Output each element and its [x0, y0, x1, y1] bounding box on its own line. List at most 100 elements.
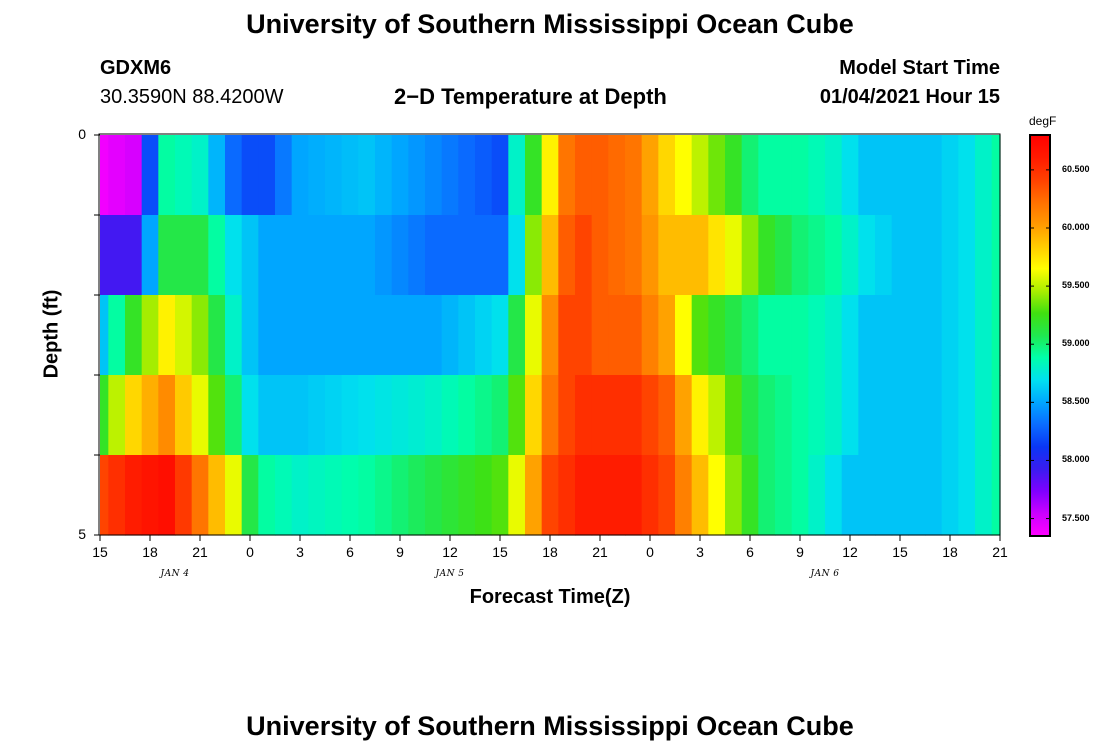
heatmap-cell — [308, 215, 326, 296]
heatmap-cell — [991, 455, 1001, 536]
heatmap-cell — [975, 455, 993, 536]
heatmap-cell — [558, 375, 576, 456]
heatmap-cell — [100, 295, 109, 376]
heatmap-cell — [241, 375, 259, 456]
heatmap-cell — [625, 375, 643, 456]
heatmap-cell — [491, 295, 509, 376]
heatmap-cell — [241, 215, 259, 296]
heatmap-cell — [591, 295, 609, 376]
heatmap-cell — [891, 215, 909, 296]
heatmap-cell — [358, 455, 376, 536]
heatmap-cell — [241, 295, 259, 376]
heatmap-cell — [408, 455, 426, 536]
heatmap-cell — [408, 135, 426, 216]
heatmap-cell — [708, 215, 726, 296]
heatmap-cell — [941, 215, 959, 296]
heatmap-cell — [100, 455, 109, 536]
heatmap-cell — [958, 135, 976, 216]
heatmap-cell — [875, 135, 893, 216]
heatmap-cell — [725, 295, 743, 376]
colorbar — [1029, 134, 1051, 537]
colorbar-tick-label: 59.000 — [1062, 338, 1090, 349]
heatmap-cell — [991, 375, 1001, 456]
heatmap-cell — [658, 295, 676, 376]
heatmap-cell — [908, 135, 926, 216]
heatmap-cell — [208, 295, 226, 376]
heatmap-cell — [625, 455, 643, 536]
heatmap-cell — [391, 295, 409, 376]
heatmap-cell — [308, 295, 326, 376]
heatmap-cell — [891, 135, 909, 216]
heatmap-cell — [375, 135, 393, 216]
heatmap-cell — [208, 455, 226, 536]
heatmap-cell — [475, 215, 493, 296]
heatmap-cell — [875, 375, 893, 456]
heatmap-cell — [258, 455, 276, 536]
heatmap-cell — [775, 455, 793, 536]
heatmap-cell — [291, 215, 309, 296]
heatmap-cell — [125, 215, 143, 296]
heatmap-cell — [325, 375, 343, 456]
heatmap-cell — [691, 215, 709, 296]
heatmap-cell — [775, 295, 793, 376]
heatmap-cell — [275, 455, 293, 536]
heatmap-cell — [658, 375, 676, 456]
heatmap-cell — [825, 455, 843, 536]
heatmap-cell — [625, 135, 643, 216]
heatmap-cell — [991, 135, 1001, 216]
heatmap-cell — [858, 135, 876, 216]
heatmap-cell — [475, 295, 493, 376]
heatmap-cell — [508, 375, 526, 456]
heatmap-cell — [875, 295, 893, 376]
heatmap-cell — [258, 215, 276, 296]
heatmap-cell — [425, 295, 443, 376]
heatmap-cell — [908, 295, 926, 376]
heatmap-cell — [625, 215, 643, 296]
heatmap-cell — [741, 215, 759, 296]
heatmap-cell — [341, 135, 359, 216]
x-tick-label: 12 — [442, 544, 458, 560]
heatmap-cell — [925, 215, 943, 296]
heatmap-cell — [791, 375, 809, 456]
heatmap-cell — [941, 135, 959, 216]
chart-title: 2−D Temperature at Depth — [394, 84, 667, 109]
heatmap-cell — [125, 375, 143, 456]
x-tick-label: 3 — [296, 544, 304, 560]
heatmap-cell — [841, 135, 859, 216]
station-coords: 30.3590N 88.4200W — [100, 86, 284, 108]
heatmap-cell — [458, 135, 476, 216]
heatmap-cell — [708, 375, 726, 456]
heatmap-cell — [841, 375, 859, 456]
heatmap-cell — [841, 215, 859, 296]
heatmap-cell — [691, 455, 709, 536]
heatmap-cell — [525, 215, 543, 296]
heatmap-cell — [508, 295, 526, 376]
heatmap-cell — [925, 455, 943, 536]
heatmap-cell — [475, 375, 493, 456]
heatmap-cell — [825, 295, 843, 376]
heatmap-cell — [741, 135, 759, 216]
heatmap-cell — [825, 375, 843, 456]
heatmap-cell — [825, 135, 843, 216]
heatmap-cell — [691, 295, 709, 376]
x-tick-label: 15 — [92, 544, 108, 560]
heatmap-cell — [308, 135, 326, 216]
heatmap-cell — [675, 135, 693, 216]
heatmap-cell — [408, 375, 426, 456]
heatmap-cell — [758, 375, 776, 456]
heatmap-cell — [491, 375, 509, 456]
heatmap-cell — [558, 215, 576, 296]
heatmap-cell — [141, 135, 159, 216]
heatmap-cell — [108, 295, 126, 376]
heatmap-cell — [908, 215, 926, 296]
heatmap-cell — [608, 295, 626, 376]
heatmap-cell — [158, 455, 176, 536]
heatmap-cell — [125, 455, 143, 536]
heatmap-cell — [391, 375, 409, 456]
x-tick-label: 15 — [492, 544, 508, 560]
heatmap-cell — [641, 455, 659, 536]
heatmap-cell — [841, 455, 859, 536]
heatmap-cell — [458, 295, 476, 376]
heatmap-cell — [275, 295, 293, 376]
